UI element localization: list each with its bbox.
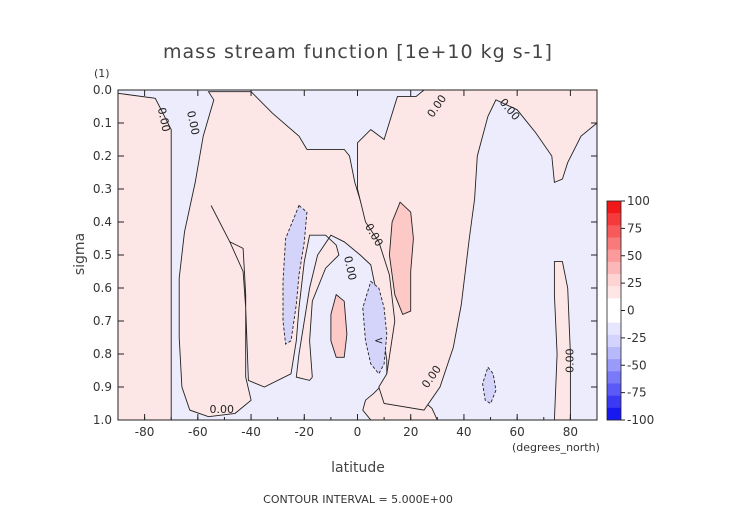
x-axis-label: latitude (331, 460, 385, 476)
colorbar-cell (607, 395, 621, 409)
negative-region-8 (482, 366, 497, 405)
contour-label-4: 0.00 (341, 255, 359, 282)
colorbar-cell (607, 371, 621, 384)
colorbar-cell (607, 261, 621, 275)
colorbar-cell (607, 322, 621, 336)
y-tick-label: 0.4 (93, 215, 112, 229)
x-tick-label: -40 (241, 425, 261, 439)
colorbar-cell (607, 298, 621, 311)
colorbar: 100 75 50 25 0 -25 -50 -75 -100 (606, 194, 654, 427)
colorbar-tick-label: 100 (627, 194, 650, 208)
colorbar-tick-label: -25 (627, 331, 647, 345)
x-tick-label: 80 (563, 425, 578, 439)
colorbar-cell (607, 249, 621, 263)
x-tick-label: -20 (294, 425, 314, 439)
contour-label-2: 0.00 (210, 403, 235, 416)
chart-title: mass stream function [1e+10 kg s-1] (163, 41, 553, 63)
y-tick-label: 0.8 (93, 347, 112, 361)
y-tick-label: 0.0 (93, 83, 112, 97)
y-axis-label: sigma (72, 233, 88, 275)
contour-regions (117, 89, 598, 421)
colorbar-tick-label: 25 (627, 276, 642, 290)
x-tick-label: -60 (188, 425, 208, 439)
contour-label-9: < (374, 334, 383, 347)
positive-region-4 (388, 201, 414, 315)
colorbar-tick-label: -75 (627, 386, 647, 400)
positive-region-3 (330, 293, 348, 358)
colorbar-cell (607, 383, 621, 396)
x-tick-label: 40 (456, 425, 471, 439)
y-units-label: (1) (94, 67, 110, 80)
contour-label-8: 0.00 (563, 348, 576, 373)
positive-region-0 (117, 92, 172, 421)
y-tick-label: 0.7 (93, 314, 112, 328)
y-tick-label: 0.3 (93, 182, 112, 196)
x-tick-label: 60 (510, 425, 525, 439)
colorbar-tick-label: -50 (627, 358, 647, 372)
colorbar-cell (607, 286, 621, 299)
colorbar-cell (607, 407, 621, 421)
colorbar-cell (607, 274, 621, 287)
x-tick-label: -80 (135, 425, 155, 439)
y-tick-label: 0.2 (93, 149, 112, 163)
colorbar-cell (607, 359, 621, 372)
colorbar-cell (607, 201, 621, 214)
colorbar-tick-label: -100 (627, 413, 654, 427)
y-tick-label: 0.5 (93, 248, 112, 262)
contour-label-1: 0.00 (184, 110, 202, 137)
positive-region-1 (178, 91, 439, 421)
contour-interval-footer: CONTOUR INTERVAL = 5.000E+00 (263, 493, 453, 506)
negative-region-7 (362, 280, 388, 375)
colorbar-cell (607, 213, 621, 226)
negative-region-6 (282, 204, 308, 345)
y-tick-label: 1.0 (93, 413, 112, 427)
colorbar-cell (607, 334, 621, 348)
x-tick-label: 0 (354, 425, 362, 439)
colorbar-tick-label: 0 (627, 304, 635, 318)
colorbar-cell (607, 237, 621, 250)
x-tick-label: 20 (403, 425, 418, 439)
y-tick-label: 0.9 (93, 380, 112, 394)
colorbar-tick-label: 50 (627, 249, 642, 263)
contour-label-0: 0.00 (155, 106, 173, 133)
y-tick-label: 0.6 (93, 281, 112, 295)
colorbar-cell (607, 310, 621, 323)
colorbar-tick-label: 75 (627, 221, 642, 235)
axes: -80 -60 -40 -20 0 20 40 60 80 0.0 0.1 0.2 0.3 0.4 0.5 0… (93, 83, 598, 439)
x-units-label: (degrees_north) (512, 441, 600, 454)
y-tick-label: 0.1 (93, 116, 112, 130)
colorbar-cell (607, 225, 621, 238)
colorbar-cell (607, 347, 621, 360)
